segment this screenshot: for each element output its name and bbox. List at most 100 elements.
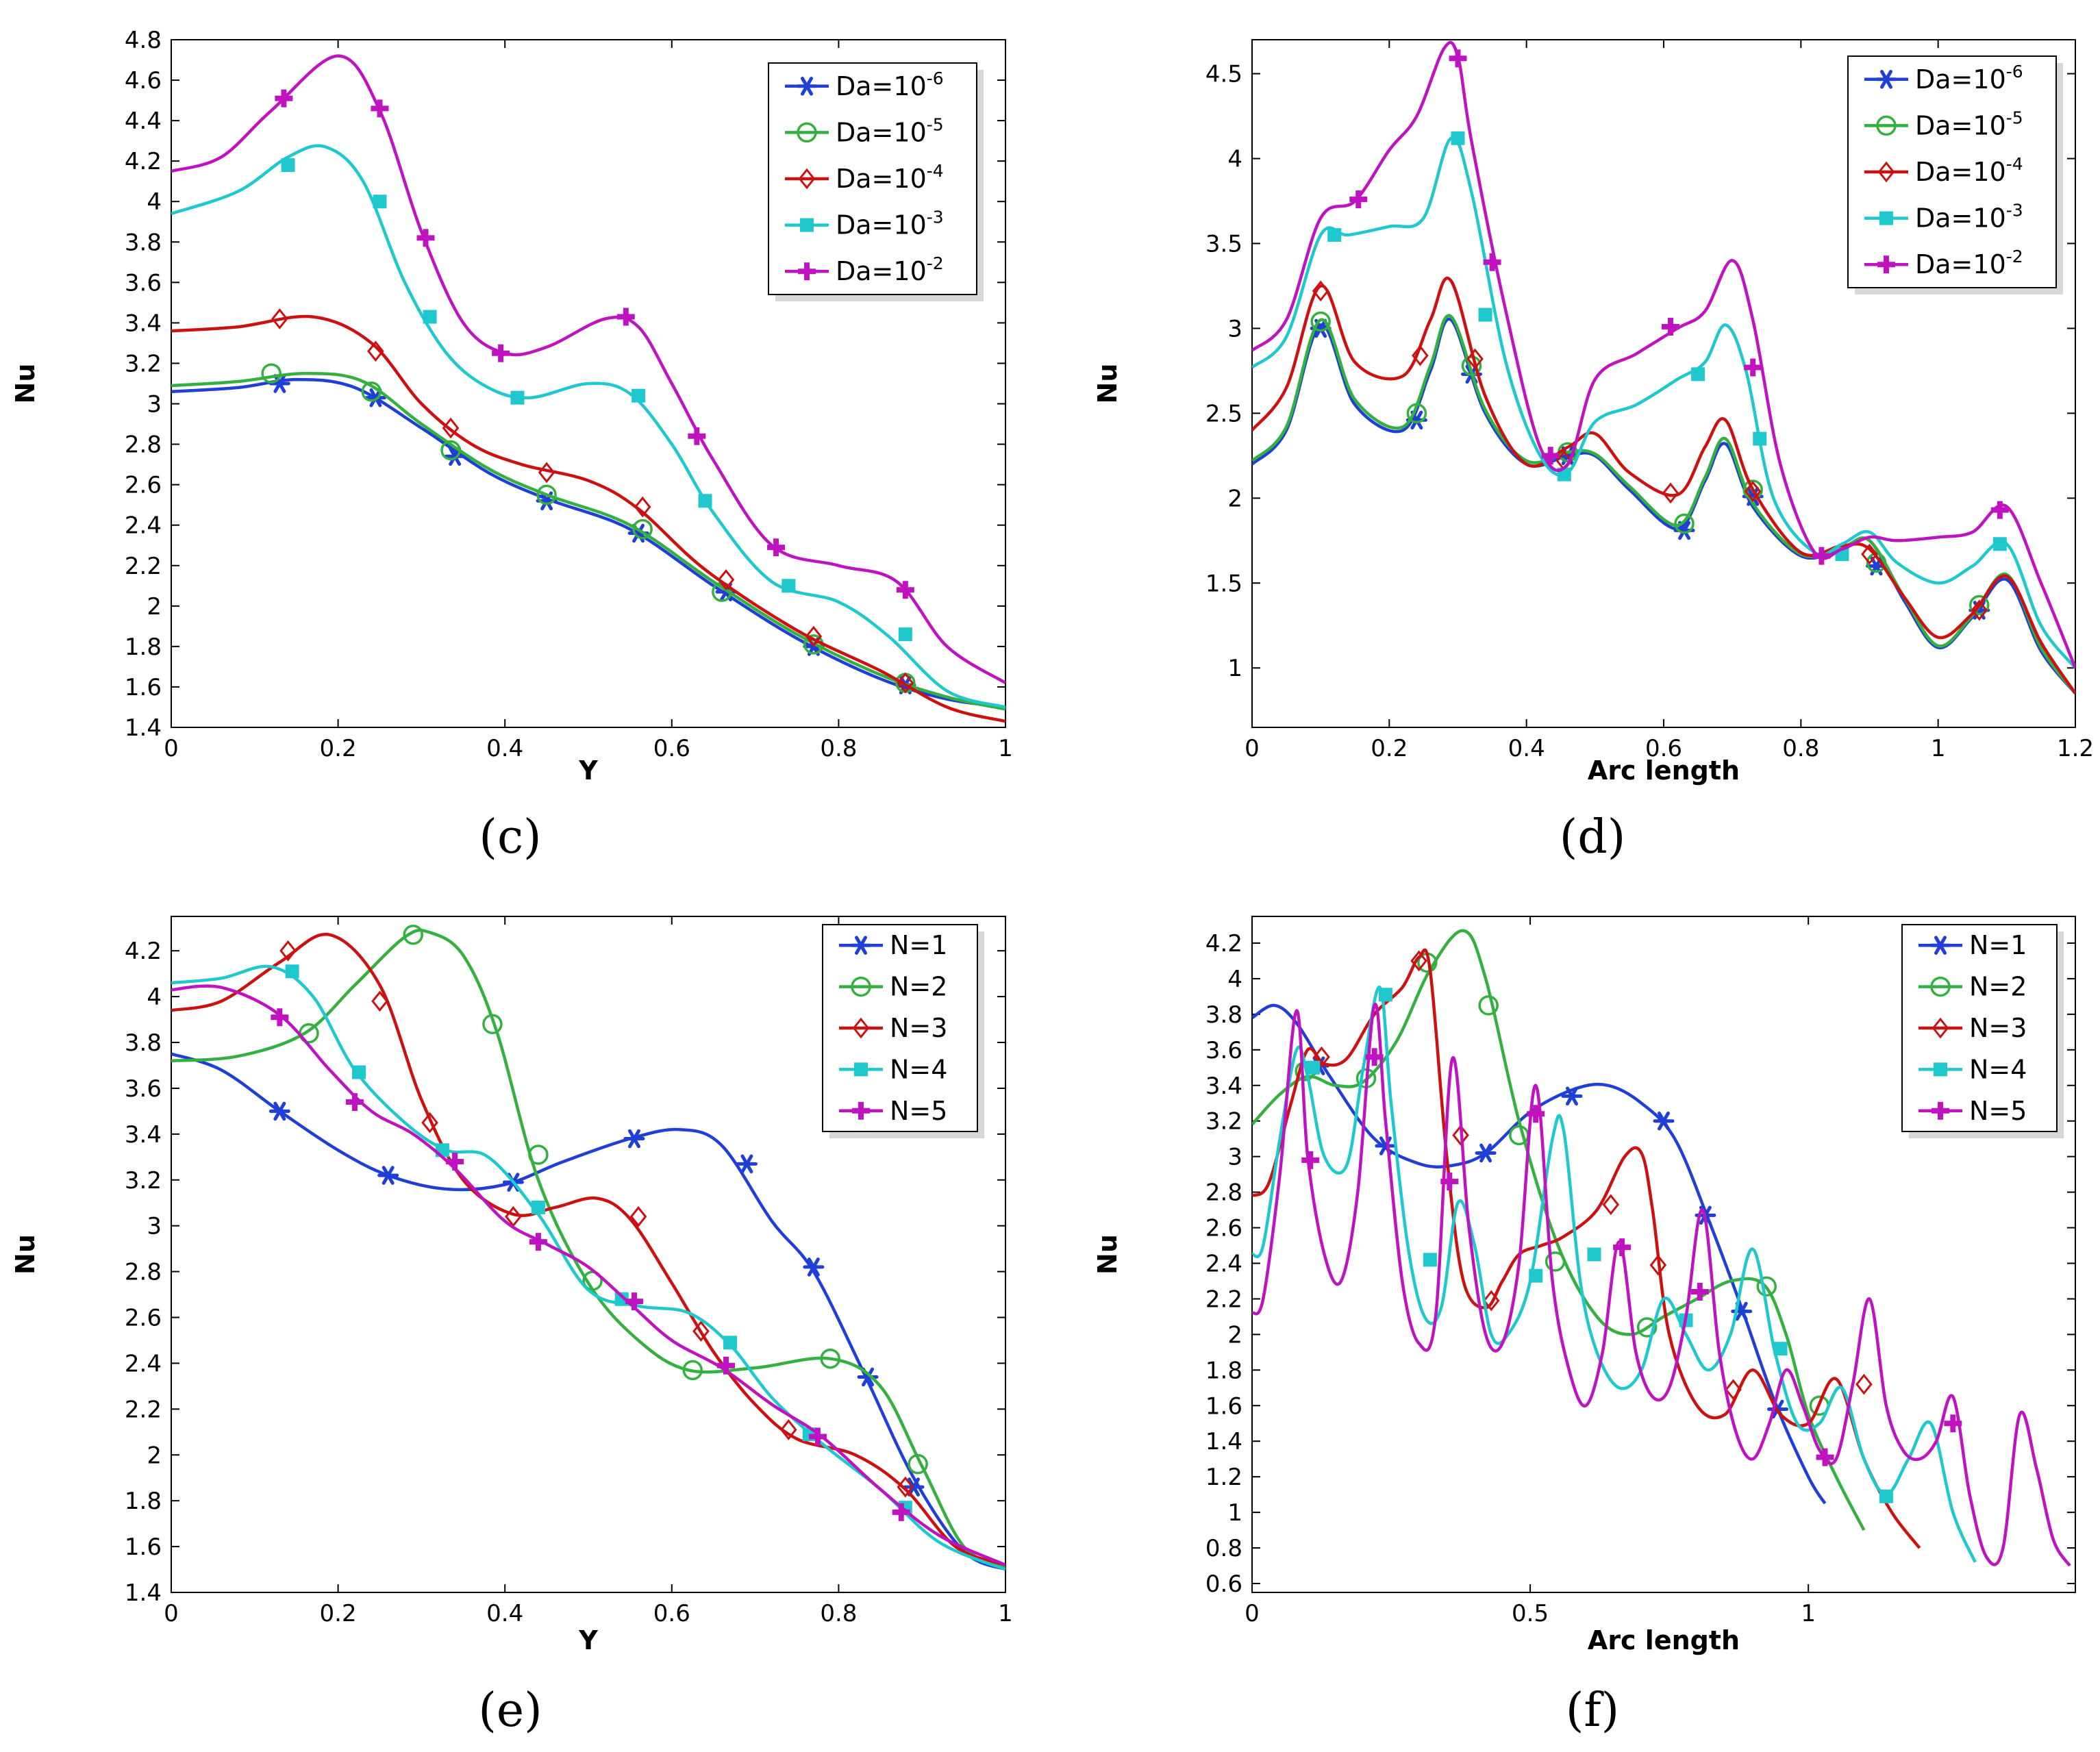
legend-marker (1932, 1017, 1949, 1039)
data-point-N=5 (892, 1503, 910, 1521)
y-tick-label: 4.2 (125, 148, 162, 175)
data-point-Da=10-2 (1349, 190, 1368, 209)
data-point-N=5 (446, 1152, 464, 1171)
legend-entry: Da=10-5 (1915, 108, 2023, 140)
y-tick-label: 0.6 (1205, 1570, 1242, 1598)
y-tick-label: 4.2 (125, 938, 162, 965)
data-point-N=4 (1587, 1247, 1601, 1262)
series-line-Da=10-4 (1252, 277, 2075, 694)
chart-c: 1.4 1.6 1.8 2 2.2 2.4 2.6 2.8 3 3.2 3.4 3.6 3.8 4 4.2 4… (10, 27, 1013, 864)
y-tick-label: 3.4 (125, 1121, 162, 1149)
data-point-N=2 (682, 1360, 703, 1381)
data-point-N=5 (625, 1292, 643, 1311)
data-point-Da=10-5 (1674, 513, 1695, 534)
x-tick-label: 0.2 (1371, 735, 1408, 762)
y-tick-label: 3 (1227, 1144, 1242, 1171)
x-tick-label: 1.2 (2057, 735, 2094, 762)
data-point-N=5 (1527, 1105, 1545, 1123)
y-tick-label: 0.8 (1205, 1535, 1242, 1562)
y-tick-label: 3.6 (1205, 1037, 1242, 1064)
x-tick-label: 0.4 (1508, 735, 1545, 762)
legend-marker (854, 1062, 868, 1077)
x-tick-label: 0.6 (653, 735, 690, 762)
data-point-N=3 (1410, 950, 1427, 972)
legend-marker (851, 976, 871, 997)
data-point-Da=10-3 (782, 579, 796, 593)
data-point-N=1 (268, 1101, 290, 1121)
legend-entry: Da=10-4 (836, 161, 944, 194)
data-point-Da=10-4 (442, 417, 460, 439)
y-tick-label: 1.4 (125, 714, 162, 742)
legend-entry: N=5 (1969, 1096, 2027, 1126)
legend-entry: Da=10-2 (836, 253, 944, 286)
data-point-Da=10-6 (364, 388, 386, 408)
data-point-N=5 (1301, 1151, 1320, 1169)
y-tick-label: 2.8 (125, 431, 162, 459)
y-tick-label: 2.4 (1205, 1250, 1242, 1277)
data-point-Da=10-3 (281, 158, 295, 173)
data-point-Da=10-4 (897, 672, 914, 694)
y-tick-label: 4.8 (125, 27, 162, 54)
y-tick-label: 1.5 (1205, 570, 1242, 597)
series-line-N=2 (1252, 929, 1866, 1531)
y-tick-label: 2.5 (1205, 400, 1242, 427)
data-point-N=4 (614, 1292, 629, 1306)
legend-entry: Da=10-3 (836, 208, 944, 240)
data-point-Da=10-6 (444, 447, 466, 466)
data-point-N=5 (345, 1093, 364, 1112)
data-point-Da=10-2 (767, 538, 786, 557)
y-tick-label: 2.4 (125, 1350, 162, 1377)
series-line-N=3 (1252, 948, 1921, 1549)
y-tick-label: 1.2 (1205, 1464, 1242, 1491)
legend-entry: Da=10-6 (836, 68, 944, 101)
y-axis-label: Nu (1092, 1234, 1123, 1275)
data-point-Da=10-5 (440, 440, 461, 461)
series-line-N=5 (1252, 1002, 2071, 1567)
data-point-Da=10-3 (1992, 537, 2007, 551)
legend-marker (1934, 1062, 1947, 1077)
data-point-N=2 (482, 1014, 503, 1035)
legend-marker (1930, 976, 1951, 997)
legend-entry: N=2 (890, 972, 947, 1002)
series-line-Da=10-3 (1252, 136, 2075, 669)
plot-area-f (1252, 929, 2071, 1567)
x-tick-label: 0 (164, 1600, 179, 1627)
series-line-N=2 (171, 928, 1005, 1569)
x-tick-label: 0.4 (486, 735, 523, 762)
data-point-N=5 (808, 1427, 827, 1446)
legend-entry: Da=10-6 (1915, 62, 2023, 95)
data-point-Da=10-3 (898, 627, 912, 642)
y-tick-label: 4.2 (1205, 930, 1242, 958)
y-tick-label: 3 (1227, 315, 1242, 342)
panel-caption: (c) (479, 810, 541, 864)
x-axis-label: Arc length (1588, 755, 1740, 786)
y-tick-label: 2.6 (1205, 1215, 1242, 1242)
x-axis-label: Y (578, 755, 598, 786)
plot-frame-e (171, 916, 1006, 1593)
legend-entry: N=5 (890, 1096, 947, 1126)
data-point-N=1 (736, 1154, 758, 1174)
data-point-Da=10-2 (1662, 317, 1680, 336)
y-tick-label: 4 (1227, 146, 1242, 173)
y-tick-label: 3.4 (125, 310, 162, 337)
data-point-N=4 (1378, 988, 1392, 1002)
y-tick-label: 4.4 (125, 108, 162, 135)
y-tick-label: 1.4 (125, 1579, 162, 1607)
data-point-N=5 (529, 1233, 547, 1251)
legend-marker (1929, 936, 1951, 955)
data-point-Da=10-3 (1691, 367, 1705, 381)
data-point-Da=10-3 (1451, 131, 1465, 145)
y-tick-label: 4 (1227, 966, 1242, 993)
plot-area-c (171, 54, 1005, 723)
y-tick-label: 2.4 (125, 512, 162, 540)
legend-entry: N=1 (890, 930, 947, 960)
data-point-N=3 (1602, 1194, 1620, 1216)
y-axis-label: Nu (10, 1234, 40, 1275)
legend-entry: N=1 (1969, 930, 2027, 960)
data-point-N=2 (1545, 1251, 1566, 1272)
x-tick-label: 0 (164, 735, 179, 762)
series-line-Da=10-4 (171, 314, 1005, 723)
data-point-Da=10-5 (632, 518, 653, 540)
data-point-Da=10-5 (536, 484, 557, 505)
